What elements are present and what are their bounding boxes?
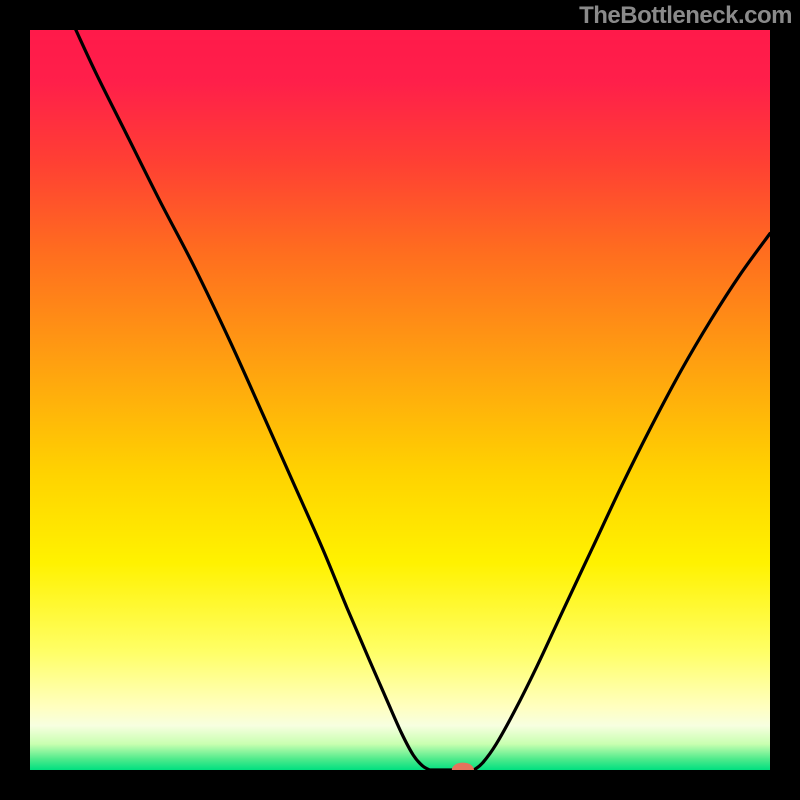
watermark-label: TheBottleneck.com bbox=[579, 2, 792, 30]
gradient-plot bbox=[30, 30, 770, 770]
gradient-background bbox=[30, 30, 770, 770]
chart-container: TheBottleneck.com bbox=[0, 0, 800, 800]
